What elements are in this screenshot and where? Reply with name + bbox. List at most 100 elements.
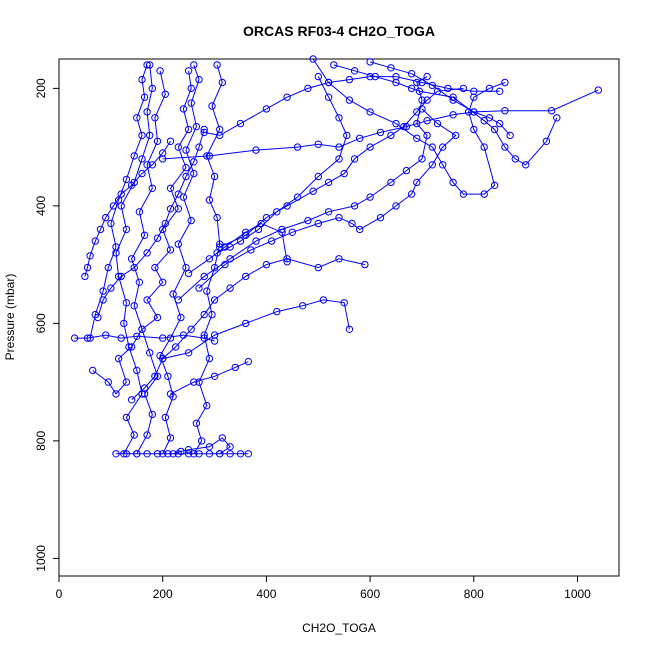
data-point <box>117 190 125 198</box>
data-point <box>122 378 131 386</box>
chart-title: ORCAS RF03-4 CH2O_TOGA <box>243 23 435 39</box>
y-axis: 200 400 600 800 1000 <box>34 78 60 572</box>
data-point <box>205 450 214 458</box>
series-line <box>97 129 205 318</box>
data-point <box>122 175 131 184</box>
data-point <box>242 319 250 328</box>
data-point <box>205 196 214 204</box>
data-point <box>376 213 385 222</box>
data-point <box>283 93 291 101</box>
data-point <box>480 190 488 198</box>
data-point <box>449 178 457 187</box>
data-point <box>428 143 436 151</box>
data-point <box>138 131 146 140</box>
data-point <box>192 419 201 427</box>
series-line <box>159 64 200 455</box>
data-point <box>402 166 411 175</box>
series-line <box>74 334 215 342</box>
data-point <box>112 390 120 398</box>
data-point <box>143 249 151 257</box>
data-point <box>350 67 359 75</box>
data-point <box>262 105 271 113</box>
data-point <box>107 284 115 292</box>
data-point <box>262 213 271 222</box>
x-tick-label: 800 <box>464 587 484 601</box>
data-point <box>485 114 494 122</box>
data-point <box>236 237 245 245</box>
data-point <box>213 61 221 69</box>
data-point <box>122 299 131 307</box>
data-point <box>439 143 447 151</box>
data-point <box>423 131 431 140</box>
data-point <box>146 131 154 140</box>
data-point <box>197 437 206 445</box>
data-point <box>439 161 447 169</box>
data-point <box>210 331 219 339</box>
data-point <box>335 255 343 263</box>
data-point <box>117 272 125 281</box>
series-line <box>204 76 500 136</box>
data-point <box>236 119 245 128</box>
data-point <box>127 343 136 351</box>
data-point <box>159 225 167 234</box>
data-point <box>159 149 167 157</box>
data-point <box>335 143 343 151</box>
data-point <box>330 61 338 69</box>
data-point <box>102 331 110 339</box>
data-point <box>254 225 263 234</box>
series-line <box>162 89 599 160</box>
data-point <box>81 272 89 281</box>
data-point <box>345 75 354 84</box>
data-point <box>205 354 214 363</box>
data-point <box>184 349 193 357</box>
series-line <box>170 361 249 395</box>
data-point <box>117 334 125 342</box>
series-line <box>188 222 288 274</box>
data-point <box>262 260 271 269</box>
data-point <box>109 202 118 210</box>
data-point <box>221 260 229 269</box>
data-point <box>387 131 395 140</box>
data-point <box>133 450 141 458</box>
data-point <box>99 296 107 304</box>
data-point <box>122 450 131 458</box>
series-line <box>193 64 223 455</box>
series-line <box>84 141 171 277</box>
data-point <box>205 255 214 263</box>
data-point <box>184 125 193 134</box>
data-point <box>161 413 170 422</box>
data-point <box>187 325 195 333</box>
y-axis-label: Pressure (mbar) <box>3 274 17 361</box>
data-point <box>218 434 227 442</box>
x-tick-label: 0 <box>56 587 63 601</box>
data-point <box>96 225 105 234</box>
data-point <box>143 431 151 439</box>
data-point <box>143 296 151 304</box>
data-point <box>164 372 172 380</box>
data-point <box>208 102 216 110</box>
data-point <box>407 84 416 93</box>
data-point <box>166 390 175 398</box>
data-point <box>200 334 208 342</box>
data-point <box>273 307 281 316</box>
data-point <box>423 72 431 81</box>
data-point <box>130 302 138 310</box>
series-line <box>177 76 428 301</box>
data-point <box>459 190 468 198</box>
data-point <box>164 450 172 458</box>
data-point <box>140 231 149 240</box>
data-point <box>490 125 499 134</box>
data-point <box>210 372 219 380</box>
data-point <box>304 84 312 93</box>
data-point <box>174 296 183 304</box>
x-axis: 0 200 400 600 800 1000 <box>56 575 591 601</box>
data-point <box>361 260 369 269</box>
data-point <box>485 84 494 93</box>
data-point <box>190 158 198 166</box>
data-point <box>288 228 296 237</box>
data-point <box>480 143 488 151</box>
data-point <box>127 255 136 263</box>
data-point <box>70 334 79 342</box>
data-point <box>114 196 123 204</box>
data-point <box>192 122 201 131</box>
